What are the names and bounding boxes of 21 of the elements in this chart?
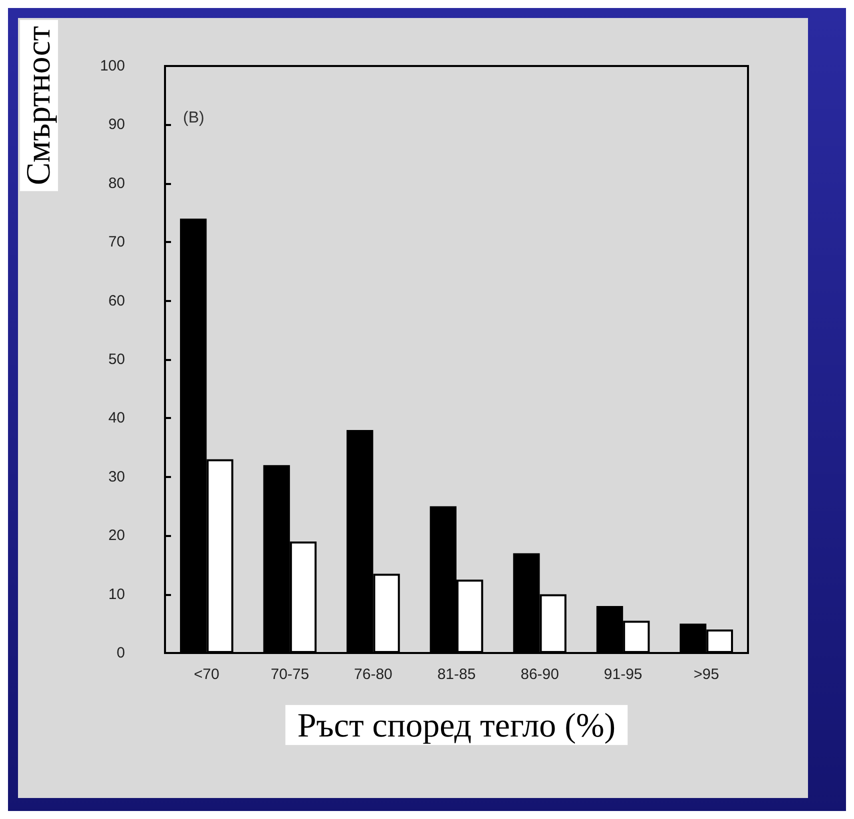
y-tick-label: 100 <box>100 58 125 74</box>
x-tick-label: 70-75 <box>270 666 310 683</box>
annotation: (B) <box>183 110 204 126</box>
x-tick-label: 86-90 <box>520 666 559 683</box>
y-tick-label: 70 <box>108 234 125 251</box>
y-tick-label: 60 <box>108 292 125 310</box>
y-tick-label: 0 <box>116 644 125 662</box>
x-tick-label: 91-95 <box>604 666 642 683</box>
y-tick-label: 40 <box>108 410 125 427</box>
x-axis-title: Ръст според тегло (%) <box>297 708 616 744</box>
x-tick-label: 76-80 <box>354 666 392 683</box>
y-tick-label: 80 <box>108 174 125 192</box>
x-tick-label: 81-85 <box>437 666 476 683</box>
y-axis-title: Смъртност <box>20 26 58 186</box>
x-tick-label: >95 <box>694 666 720 683</box>
y-tick-label: 30 <box>108 468 125 486</box>
x-tick-label: <70 <box>194 666 220 683</box>
y-tick-label: 20 <box>108 527 125 544</box>
y-tick-label: 90 <box>108 116 125 134</box>
y-tick-label: 50 <box>108 351 125 368</box>
y-tick-label: 10 <box>108 586 125 603</box>
